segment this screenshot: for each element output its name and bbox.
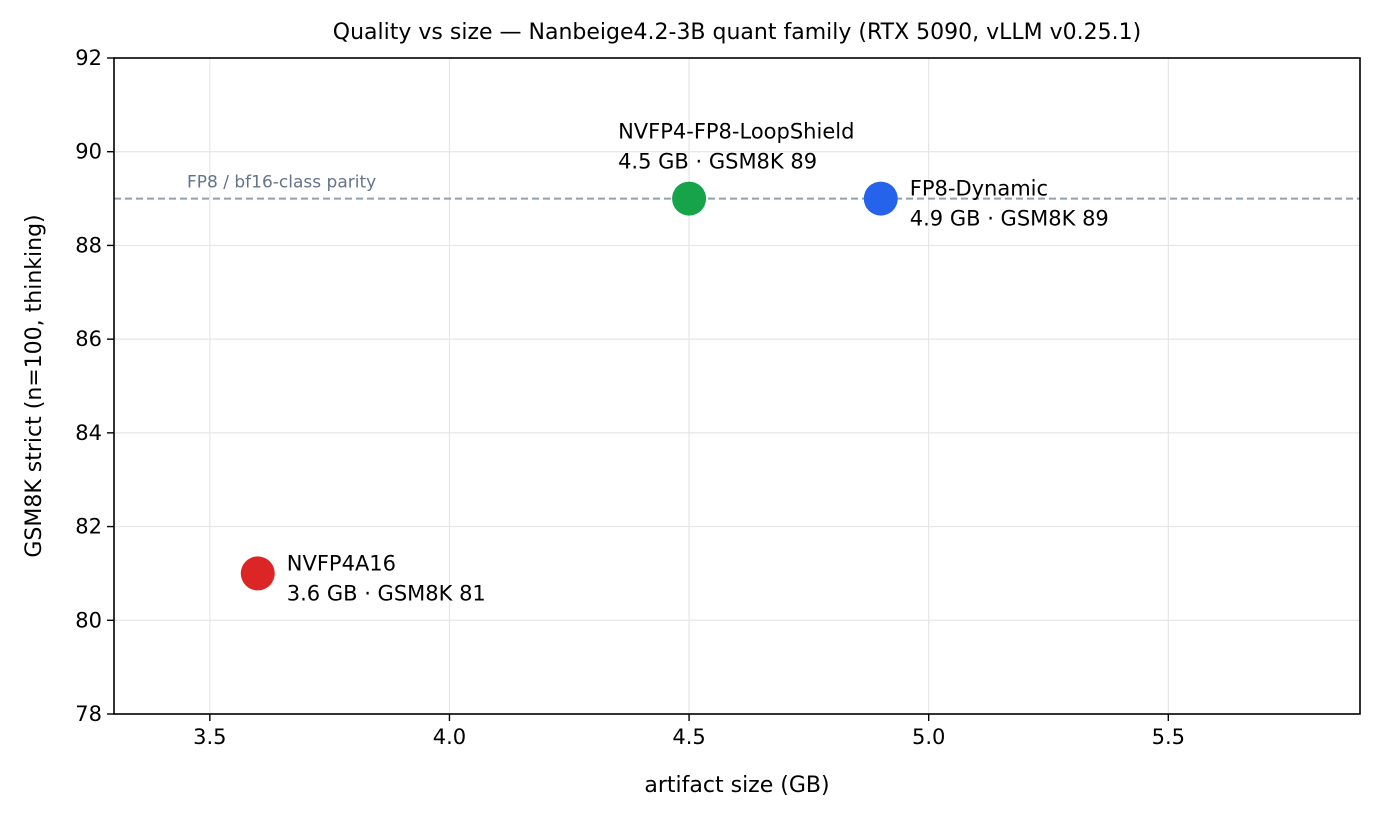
x-tick-label: 4.5: [672, 725, 705, 749]
x-tick-label: 5.0: [912, 725, 945, 749]
data-point-label-detail: 4.9 GB · GSM8K 89: [910, 207, 1109, 231]
y-tick-label: 92: [75, 46, 102, 70]
data-point: [240, 556, 275, 591]
y-tick-label: 84: [75, 421, 102, 445]
y-tick-label: 90: [75, 140, 102, 164]
data-point-label-detail: 3.6 GB · GSM8K 81: [287, 581, 486, 605]
data-point-label-detail: 4.5 GB · GSM8K 89: [618, 150, 817, 174]
plot-frame: [113, 57, 1361, 715]
data-point-label-name: FP8-Dynamic: [910, 177, 1048, 201]
y-tick-label: 78: [75, 702, 102, 726]
data-points: NVFP4A16 3.6 GB · GSM8K 81 NVFP4-FP8-LoopS…: [240, 120, 1109, 605]
y-tick-label: 88: [75, 233, 102, 257]
x-tick-label: 5.5: [1152, 725, 1185, 749]
chart-title: Quality vs size — Nanbeige4.2-3B quant f…: [333, 20, 1141, 45]
data-point-label-name: NVFP4A16: [287, 551, 396, 575]
grid: [114, 57, 1360, 715]
y-tick-label: 86: [75, 327, 102, 351]
x-axis-label: artifact size (GB): [644, 773, 829, 798]
x-tick-label: 3.5: [193, 725, 226, 749]
data-point-label-name: NVFP4-FP8-LoopShield: [618, 120, 854, 144]
y-tick-label: 82: [75, 515, 102, 539]
x-axis: 3.5 4.0 4.5 5.0 5.5: [193, 714, 1185, 749]
parity-reference-label: FP8 / bf16-class parity: [187, 173, 376, 193]
y-tick-label: 80: [75, 608, 102, 632]
y-axis: 78 80 82 84 86 88 90 92: [75, 46, 114, 726]
data-point: [863, 181, 898, 216]
y-axis-label: GSM8K strict (n=100, thinking): [22, 214, 47, 557]
data-point: [672, 181, 707, 216]
reference-line-group: FP8 / bf16-class parity: [114, 173, 1360, 200]
x-tick-label: 4.0: [433, 725, 466, 749]
